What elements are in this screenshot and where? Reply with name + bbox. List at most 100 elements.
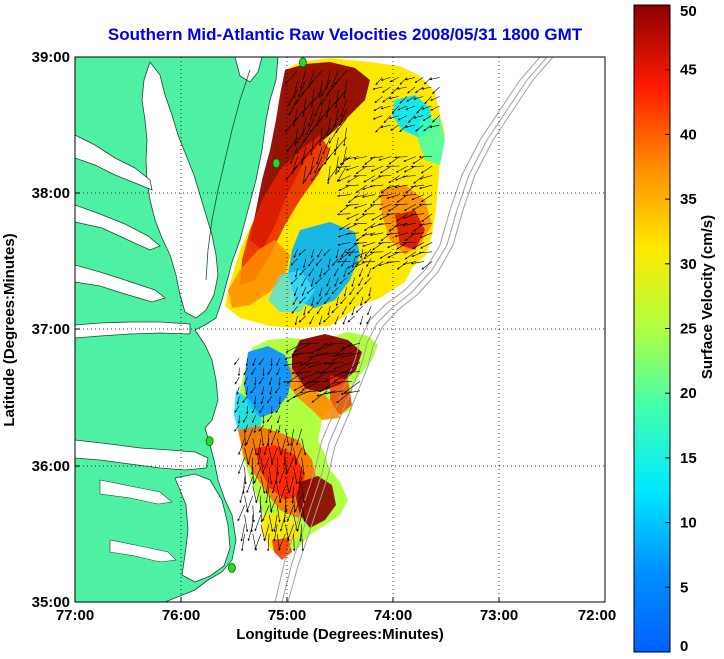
velocity-vector [251, 367, 256, 376]
velocity-vector [332, 352, 352, 357]
bathymetry-contours [274, 57, 554, 602]
velocity-vector [290, 146, 298, 165]
velocity-vector [265, 476, 270, 494]
velocity-vector [316, 296, 323, 305]
velocity-vector [286, 457, 294, 474]
velocity-vector [292, 108, 298, 127]
velocity-vector [420, 194, 433, 203]
velocity-vector [338, 222, 351, 231]
velocity-vector [301, 277, 307, 287]
velocity-vector [419, 175, 433, 180]
velocity-vector [293, 514, 299, 532]
velocity-vector [370, 165, 384, 172]
velocity-vector [340, 296, 347, 305]
velocity-vector [362, 242, 376, 247]
velocity-vector [342, 315, 347, 325]
velocity-vector [343, 80, 347, 99]
velocity-vector [255, 486, 262, 503]
station-marker-1 [272, 158, 281, 169]
velocity-vector [358, 277, 364, 287]
velocity-vector [276, 367, 281, 376]
velocity-vector [412, 156, 425, 164]
x-tick-label-1: 76:00 [162, 607, 200, 624]
velocity-vector [276, 457, 280, 476]
james-river [75, 321, 191, 339]
velocity-vector [388, 96, 399, 100]
velocity-vector [252, 358, 256, 367]
velocity-vector [318, 287, 323, 297]
velocity-vector [369, 251, 384, 254]
colorbar-tick-label-4: 20 [680, 385, 697, 402]
velocity-vector [325, 70, 331, 89]
velocity-vector [308, 108, 315, 127]
velocity-vector [275, 467, 278, 485]
velocity-vector [361, 165, 376, 168]
velocity-vector [301, 99, 315, 114]
velocity-vector [301, 118, 307, 137]
velocity-vector [371, 175, 384, 182]
velocity-vector [404, 203, 417, 211]
velocity-vector [277, 415, 281, 424]
velocity-vector [372, 261, 384, 270]
velocity-vector [394, 222, 408, 228]
velocity-vector [270, 447, 278, 465]
velocity-vector [432, 86, 440, 95]
inland-creek-1 [99, 479, 173, 505]
velocity-vector [298, 296, 307, 304]
velocity-vector [346, 222, 359, 230]
velocity-vector [378, 203, 392, 210]
velocity-vector [315, 258, 323, 266]
velocity-vector [341, 306, 347, 315]
velocity-vector [245, 428, 254, 446]
velocity-vector [419, 232, 433, 239]
velocity-vector [270, 428, 278, 446]
velocity-vector [323, 296, 331, 305]
velocity-vector [332, 258, 339, 266]
velocity-vector [283, 361, 303, 367]
velocity-vector [275, 405, 281, 414]
velocity-vector [268, 467, 273, 485]
velocity-vector [325, 287, 331, 296]
velocity-vector [252, 438, 258, 456]
velocity-vector [267, 533, 270, 552]
velocity-vector [380, 77, 391, 81]
velocity-vector [316, 108, 323, 127]
map-plot-area [75, 57, 605, 602]
velocity-vector [327, 165, 331, 185]
velocity-vector [345, 156, 359, 161]
velocity-vector [368, 287, 372, 297]
velocity-vector [242, 396, 248, 403]
velocity-vector [388, 203, 400, 212]
velocity-vector [296, 514, 302, 532]
velocity-vector [234, 377, 240, 385]
velocity-vector [288, 89, 298, 106]
velocity-vector [283, 447, 286, 466]
velocity-vector [244, 467, 247, 485]
velocity-vector [397, 105, 408, 111]
velocity-vector [293, 287, 298, 297]
velocity-vector [414, 77, 424, 84]
velocity-vector [334, 70, 347, 85]
velocity-vector [349, 296, 355, 305]
velocity-vector [364, 203, 376, 213]
velocity-vector [244, 514, 249, 533]
velocity-vector [284, 495, 288, 514]
velocity-vector [407, 86, 416, 94]
velocity-vector [405, 105, 416, 110]
velocity-vector [238, 457, 245, 474]
velocity-vector [396, 194, 408, 203]
velocity-vector [379, 251, 392, 259]
velocity-vector [377, 241, 392, 245]
velocity-vector [252, 415, 256, 424]
velocity-vector [363, 175, 376, 183]
velocity-vector [241, 533, 245, 552]
velocity-vector [293, 533, 296, 552]
velocity-vector [290, 258, 298, 266]
velocity-vector [412, 242, 425, 249]
velocity-vector [416, 105, 424, 114]
velocity-vector [277, 424, 281, 434]
velocity-vector [236, 396, 240, 405]
velocity-vector [421, 261, 433, 270]
velocity-vector [339, 156, 351, 165]
velocity-vector [302, 165, 307, 185]
